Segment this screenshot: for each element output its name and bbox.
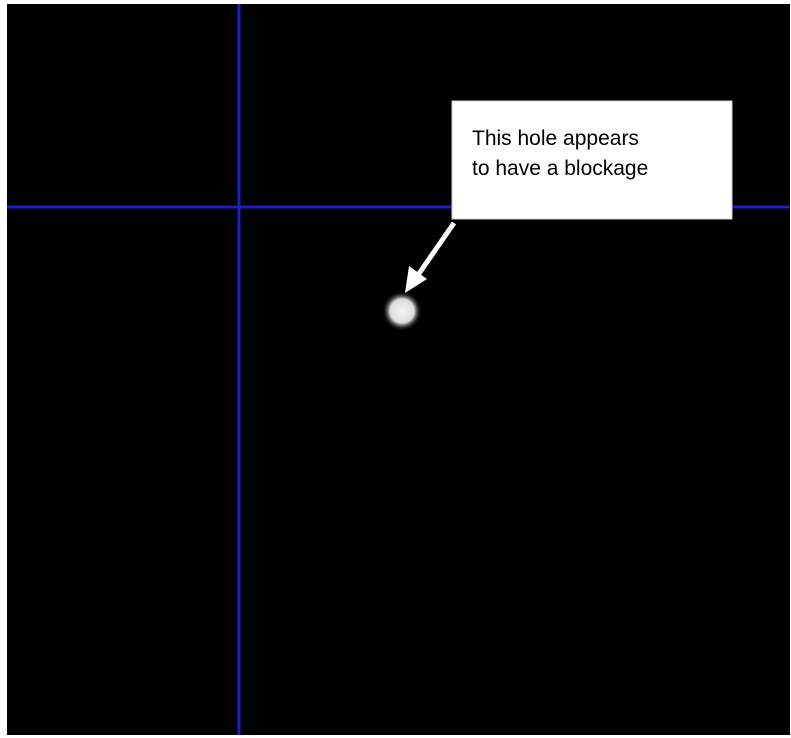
callout-arrow-head bbox=[405, 266, 427, 293]
hole-blockage bbox=[382, 291, 422, 331]
callout-box bbox=[451, 100, 733, 220]
callout-line: This hole appears bbox=[472, 127, 639, 150]
callout-line: to have a blockage bbox=[472, 157, 648, 180]
callout-arrow-shaft bbox=[415, 221, 457, 277]
